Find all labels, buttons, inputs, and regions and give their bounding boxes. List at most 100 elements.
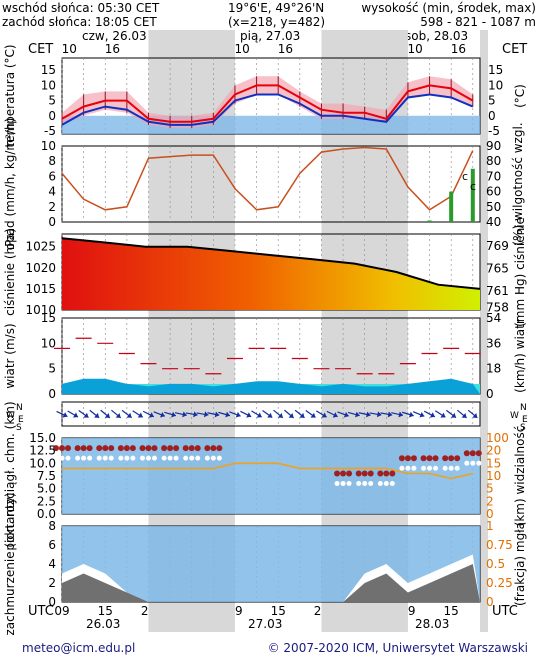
cloud-top-dot	[426, 455, 433, 462]
temp-line	[61, 84, 474, 123]
wind-arrow	[89, 409, 100, 419]
precip-bar	[449, 191, 454, 222]
top-hour-label: 16	[105, 42, 120, 56]
temp-ytick-right: 5	[488, 94, 496, 108]
wind-arrow	[207, 411, 220, 418]
cloudcover-ytick: 0	[48, 595, 56, 609]
wind-arrow-head	[288, 412, 294, 418]
cloud-top-dot	[454, 455, 461, 462]
cloud-ytick: 2.5	[37, 494, 56, 508]
cloud-base-dot	[411, 465, 417, 471]
cloud-top-dot	[210, 445, 217, 452]
wind-arrow	[284, 409, 294, 419]
wind-arrow	[380, 411, 393, 418]
cloud-base-dot	[204, 455, 210, 461]
cloud-ytick: 15.0	[29, 431, 56, 445]
wind-arrow-head	[193, 411, 198, 418]
cloud-base-dot	[442, 465, 448, 471]
wind-arrow-head	[256, 412, 262, 418]
bottom-tz-left: UTC	[28, 604, 54, 619]
height-values: 598 - 821 - 1087 m	[420, 15, 536, 29]
night-band	[480, 30, 488, 632]
cloud-base-dot	[405, 465, 411, 471]
cloud-top-dot	[334, 470, 341, 477]
bottom-hour-label: 15	[98, 604, 113, 618]
pressure-ytick: 1025	[25, 240, 56, 254]
wind-ylabel-right: (km/h) wiatr	[513, 319, 527, 393]
cloud-base-dot	[161, 455, 167, 461]
precip-ytick: 6	[48, 169, 56, 183]
temp-ytick-right: 10	[488, 78, 503, 92]
cloud-base-dot	[96, 455, 102, 461]
temp-ytick: 15	[41, 63, 56, 77]
wind-arrow-head	[332, 412, 338, 418]
cloud-top-dot	[420, 455, 427, 462]
cloud-top-dot	[188, 445, 195, 452]
cloud-base-dot	[216, 455, 222, 461]
top-hour-label: 10	[235, 42, 250, 56]
wind-arrow	[121, 409, 133, 419]
cloudcover-ytick: 4	[48, 557, 56, 571]
top-tz-left: CET	[28, 42, 53, 57]
cloudcover-ytick: 8	[48, 519, 56, 533]
cloud-top-dot	[469, 450, 476, 457]
cloud-top-dot	[404, 455, 411, 462]
cloud-base-dot	[118, 455, 124, 461]
cloud-base-dot	[130, 455, 136, 461]
cloud-top-dot	[96, 445, 103, 452]
wind-ytick: 15	[41, 311, 56, 325]
precip-ytick: 4	[48, 185, 56, 199]
top-hour-label: 16	[451, 42, 466, 56]
low-cloud-area	[62, 564, 480, 602]
cloud-top-dot	[194, 445, 201, 452]
coords-label: 19°6'E, 49°26'N	[228, 1, 325, 15]
cloud-top-dot	[448, 455, 455, 462]
temp-ytick-right: 0	[488, 109, 496, 123]
cloud-base-dot	[383, 480, 389, 486]
cloud-base-dot	[102, 455, 108, 461]
wind-arrow	[262, 409, 273, 419]
wind-arrow	[456, 409, 467, 419]
cloud-top-dot	[117, 445, 124, 452]
wind-arrow	[294, 409, 305, 419]
wind-arrow	[358, 411, 371, 418]
precip-ytick: 2	[48, 200, 56, 214]
fog-ytick: 1	[486, 519, 494, 533]
cloud-base-dot	[377, 480, 383, 486]
pressure-ylabel: ciśnienie (hPa)	[3, 228, 17, 316]
wind-ytick-right: 36	[486, 336, 501, 350]
compass-left-w: W	[6, 411, 15, 421]
precip-ylabel: opad (mm/h, kg/m²/h)	[3, 118, 17, 251]
wind-arrow-head	[398, 411, 403, 418]
cloud-top-dot	[410, 455, 417, 462]
temp-ytick: 10	[41, 78, 56, 92]
cloud-top-dot	[367, 470, 374, 477]
bottom-day-label: 26.03	[86, 617, 120, 631]
top-hour-label: 10	[62, 42, 77, 56]
wind-arrow-head	[355, 411, 360, 418]
wind-arrow	[153, 411, 166, 418]
wind-arrow	[142, 410, 155, 418]
cloud-base-dot	[476, 460, 482, 466]
wind-arrow-head	[235, 411, 241, 418]
precip-bar	[470, 168, 475, 222]
cloud-base-dot	[81, 455, 87, 461]
cloud-base-dot	[108, 455, 114, 461]
sunrise-label: wschód słońca: 05:30 CET	[2, 1, 160, 15]
cloud-top-dot	[173, 445, 180, 452]
wind-arrow	[305, 410, 316, 418]
cloud-base-dot	[399, 465, 405, 471]
cloud-base-dot	[356, 480, 362, 486]
wind-arrow-head	[419, 411, 425, 418]
cloud-top-dot	[74, 445, 81, 452]
top-day-label: sob, 28.03	[405, 29, 468, 43]
wind-ylabel: wiatr (m/s)	[3, 323, 17, 388]
wind-arrow-head	[408, 411, 414, 418]
cloud-base-dot	[427, 465, 433, 471]
cloud-top-dot	[59, 445, 65, 452]
wind-arrow	[402, 411, 414, 418]
precip-ytick: 10	[41, 139, 56, 153]
wind-arrow-head	[450, 412, 456, 418]
humidity-ytick: 40	[486, 215, 501, 229]
cloud-top-dot	[129, 445, 136, 452]
